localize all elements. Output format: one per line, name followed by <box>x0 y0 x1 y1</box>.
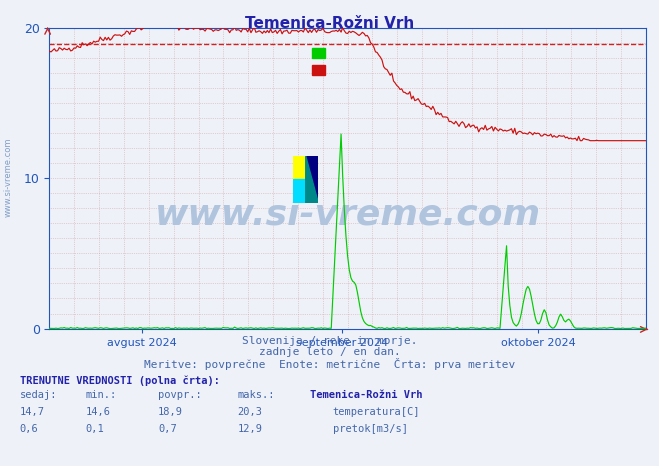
Polygon shape <box>306 156 318 203</box>
Text: 0,7: 0,7 <box>158 424 177 434</box>
Text: Temenica-Rožni Vrh: Temenica-Rožni Vrh <box>310 390 422 400</box>
Bar <box>293 179 306 203</box>
Text: 14,6: 14,6 <box>86 407 111 417</box>
Text: TRENUTNE VREDNOSTI (polna črta):: TRENUTNE VREDNOSTI (polna črta): <box>20 375 219 386</box>
Text: 18,9: 18,9 <box>158 407 183 417</box>
Text: min.:: min.: <box>86 390 117 400</box>
Bar <box>293 156 306 179</box>
Text: povpr.:: povpr.: <box>158 390 202 400</box>
Text: temperatura[C]: temperatura[C] <box>333 407 420 417</box>
Text: www.si-vreme.com: www.si-vreme.com <box>155 197 540 231</box>
Text: Slovenija / reke in morje.: Slovenija / reke in morje. <box>242 336 417 346</box>
Text: Meritve: povprečne  Enote: metrične  Črta: prva meritev: Meritve: povprečne Enote: metrične Črta:… <box>144 358 515 370</box>
Text: sedaj:: sedaj: <box>20 390 57 400</box>
Text: zadnje leto / en dan.: zadnje leto / en dan. <box>258 347 401 357</box>
Text: maks.:: maks.: <box>237 390 275 400</box>
Bar <box>312 48 325 58</box>
Text: Temenica-Rožni Vrh: Temenica-Rožni Vrh <box>245 16 414 31</box>
Bar <box>306 156 318 203</box>
Text: pretok[m3/s]: pretok[m3/s] <box>333 424 408 434</box>
Text: 12,9: 12,9 <box>237 424 262 434</box>
Text: 0,1: 0,1 <box>86 424 104 434</box>
Text: 14,7: 14,7 <box>20 407 45 417</box>
Bar <box>312 65 325 75</box>
Text: www.si-vreme.com: www.si-vreme.com <box>4 137 13 217</box>
Text: 0,6: 0,6 <box>20 424 38 434</box>
Text: 20,3: 20,3 <box>237 407 262 417</box>
